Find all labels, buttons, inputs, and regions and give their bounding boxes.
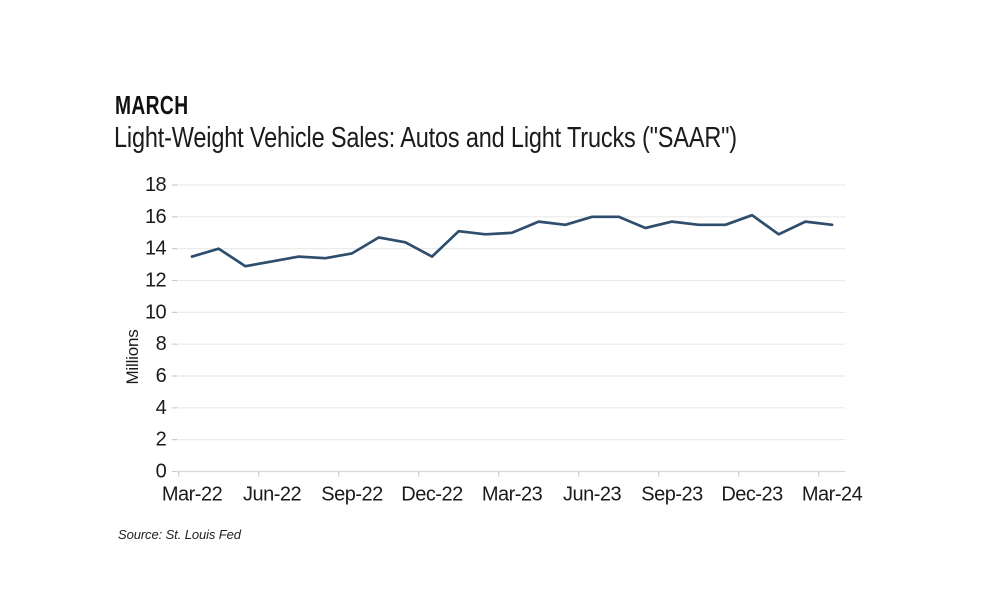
y-axis-tick-label: 10: [145, 301, 167, 323]
y-axis-tick-label: 4: [156, 397, 167, 419]
x-axis-tick-label: Dec-22: [401, 484, 463, 506]
x-axis-tick-label: Sep-23: [641, 484, 703, 506]
y-axis-tick-label: 8: [156, 333, 167, 355]
y-axis-tick-label: 6: [156, 365, 167, 387]
x-axis-tick-label: Mar-23: [482, 484, 543, 506]
sales-series-line: [190, 213, 834, 268]
y-axis-tick-label: 0: [156, 461, 167, 483]
chart-subtitle: Light-Weight Vehicle Sales: Autos and Li…: [114, 122, 737, 154]
x-axis-tick-label: Jun-22: [243, 484, 302, 506]
x-axis-tick-label: Dec-23: [721, 484, 783, 506]
page-title: MARCH: [115, 90, 189, 120]
y-axis-tick-label: 12: [145, 270, 167, 292]
y-axis-tick-label: 14: [145, 238, 167, 260]
y-axis-tick-label: 2: [156, 429, 167, 451]
x-axis-tick-label: Mar-24: [802, 484, 863, 506]
x-axis-tick-label: Sep-22: [321, 484, 383, 506]
x-axis-tick-label: Mar-22: [162, 484, 223, 506]
source-note: Source: St. Louis Fed: [118, 527, 241, 542]
y-axis-tick-label: 18: [145, 174, 167, 196]
y-axis-tick-label: 16: [145, 206, 167, 228]
x-axis-tick-label: Jun-23: [563, 484, 622, 506]
